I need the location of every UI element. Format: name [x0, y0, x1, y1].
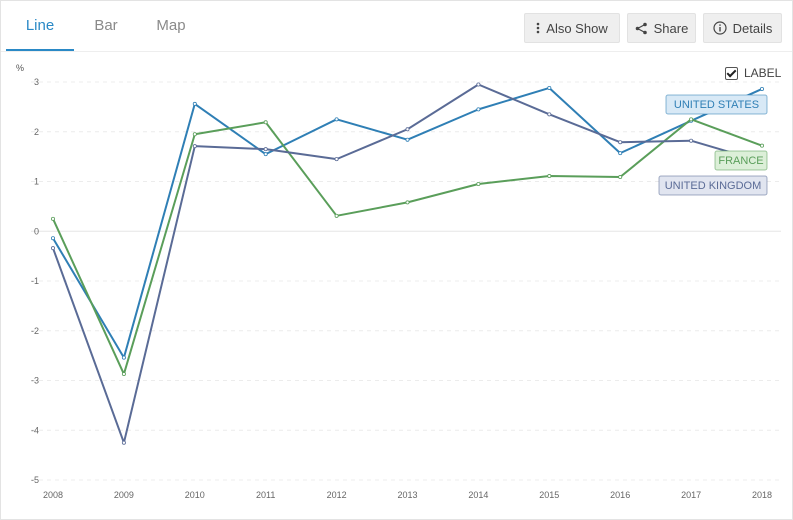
y-tick-label: 0: [34, 226, 39, 236]
x-tick-label: 2009: [114, 490, 134, 500]
share-icon: [635, 22, 648, 35]
data-point: [51, 246, 56, 251]
x-tick-label: 2011: [256, 490, 275, 500]
data-point: [334, 213, 339, 218]
data-point: [192, 132, 197, 137]
also-show-button[interactable]: Also Show: [524, 13, 620, 43]
data-point: [334, 157, 339, 162]
tab-bar[interactable]: Bar: [94, 17, 118, 34]
data-point: [121, 372, 126, 377]
data-point: [547, 112, 552, 117]
data-point: [51, 216, 56, 221]
data-point: [121, 440, 126, 445]
chart-tabs: Line Bar Map: [1, 1, 401, 51]
y-tick-label: -5: [31, 475, 39, 485]
series-label-box: [665, 94, 768, 115]
x-tick-label: 2017: [681, 490, 701, 500]
y-axis-unit: %: [16, 63, 24, 73]
data-point: [263, 152, 268, 157]
series-label: FRANCE: [718, 155, 763, 167]
label-toggle[interactable]: LABEL: [725, 66, 781, 80]
label-checkbox[interactable]: [725, 66, 738, 80]
x-tick-label: 2012: [327, 490, 347, 500]
label-toggle-text: LABEL: [744, 66, 782, 80]
tab-line[interactable]: Line: [6, 1, 74, 51]
series-label: UNITED KINGDOM: [665, 180, 762, 192]
series-line: [52, 118, 763, 376]
details-label: Details: [732, 20, 773, 36]
data-point: [51, 236, 56, 241]
x-tick-label: 2016: [610, 490, 630, 500]
y-tick-label: 1: [34, 177, 39, 187]
data-point: [121, 355, 126, 360]
x-tick-label: 2015: [539, 490, 559, 500]
data-point: [263, 120, 268, 125]
data-point: [689, 117, 694, 122]
info-icon: [713, 21, 727, 35]
data-point: [547, 174, 552, 179]
data-point: [689, 138, 694, 143]
data-point: [334, 117, 339, 122]
details-button[interactable]: Details: [703, 13, 782, 43]
data-point: [547, 85, 552, 90]
data-point: [192, 101, 197, 106]
data-point: [405, 127, 410, 132]
data-point: [760, 86, 765, 91]
more-vertical-icon: [536, 22, 540, 34]
data-point: [760, 143, 765, 148]
data-point: [476, 181, 481, 186]
data-point: [476, 107, 481, 112]
data-point: [405, 200, 410, 205]
x-tick-label: 2010: [185, 490, 205, 500]
x-tick-label: 2018: [752, 490, 772, 500]
y-tick-label: -4: [31, 425, 39, 435]
series-label-box: [714, 150, 768, 171]
data-point: [618, 175, 623, 180]
data-point: [263, 147, 268, 152]
data-point: [476, 82, 481, 87]
line-chart: % 3 2 1 0 -1 -2 -3 -4 -5 2008 2009 2010 2011 2012 2013 2…: [16, 63, 781, 500]
data-point: [618, 151, 623, 156]
header-divider: [1, 51, 792, 52]
y-tick-label: -2: [31, 326, 39, 336]
also-show-label: Also Show: [546, 20, 608, 36]
share-label: Share: [653, 20, 689, 36]
data-point: [618, 140, 623, 145]
x-tick-label: 2013: [397, 490, 417, 500]
y-tick-label: -3: [31, 376, 39, 386]
share-button[interactable]: Share: [627, 13, 696, 43]
tab-map[interactable]: Map: [156, 17, 186, 34]
data-point: [192, 144, 197, 149]
y-tick-label: -1: [31, 276, 39, 286]
data-point: [405, 137, 410, 142]
y-tick-label: 3: [34, 77, 39, 87]
y-tick-label: 2: [34, 127, 39, 137]
series-label-box: [658, 175, 768, 196]
x-tick-label: 2008: [43, 490, 63, 500]
series-label: UNITED STATES: [674, 99, 759, 111]
x-tick-label: 2014: [468, 490, 488, 500]
